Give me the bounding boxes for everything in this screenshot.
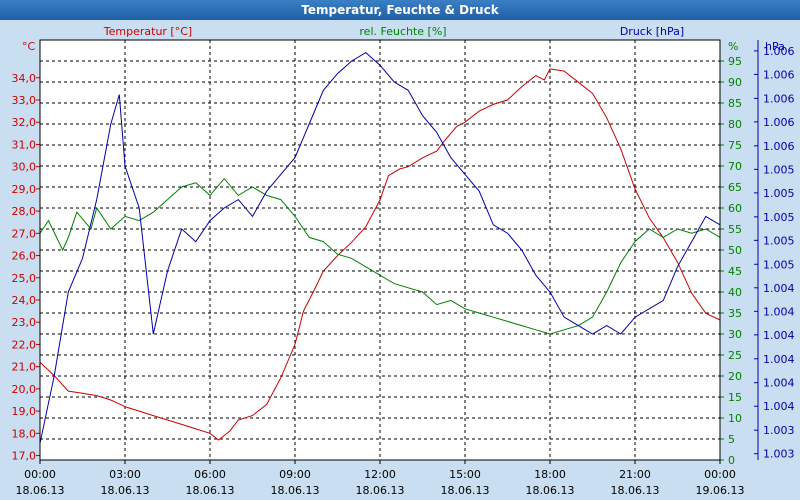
humidity-tick-label: 95 [728,55,742,68]
pressure-tick-label: 1.005 [763,163,795,176]
x-tick-date: 18.06.13 [526,484,575,497]
pressure-tick-label: 1.006 [763,45,795,58]
x-tick-date: 18.06.13 [441,484,490,497]
plot-border [39,39,721,461]
temp-tick-label: 17,0 [12,450,37,463]
humidity-tick-label: 10 [728,412,742,425]
temp-tick-label: 25,0 [12,272,37,285]
pressure-tick-label: 1.006 [763,92,795,105]
x-tick-time: 00:00 [704,468,736,481]
pressure-tick-label: 1.005 [763,211,795,224]
humidity-unit-label: % [728,40,738,53]
pressure-tick-label: 1.004 [763,305,795,318]
temp-tick-label: 23,0 [12,316,37,329]
pressure-tick-label: 1.006 [763,68,795,81]
humidity-axis-title: rel. Feuchte [%] [359,25,446,38]
temp-tick-label: 34,0 [12,72,37,85]
pressure-tick-label: 1.004 [763,377,795,390]
pressure-tick-label: 1.003 [763,448,795,461]
temp-axis-title: Temperatur [°C] [103,25,192,38]
humidity-tick-label: 20 [728,370,742,383]
x-tick-time: 12:00 [364,468,396,481]
humidity-tick-label: 85 [728,97,742,110]
humidity-line [39,177,721,335]
temp-tick-label: 21,0 [12,361,37,374]
pressure-tick-label: 1.004 [763,329,795,342]
humidity-tick-label: 75 [728,139,742,152]
x-tick-time: 09:00 [279,468,311,481]
x-tick-date: 18.06.13 [101,484,150,497]
temp-tick-label: 30,0 [12,161,37,174]
temp-tick-label: 26,0 [12,250,37,263]
x-tick-time: 03:00 [109,468,141,481]
temp-tick-label: 31,0 [12,138,37,151]
temp-tick-label: 19,0 [12,405,37,418]
humidity-tick-labels: 0 5 10 15 20 25 30 35 40 45 50 55 60 65 70 75 80 85 90 95 [720,55,742,467]
humidity-tick-label: 40 [728,286,742,299]
x-tick-time: 06:00 [194,468,226,481]
humidity-tick-label: 25 [728,349,742,362]
pressure-tick-label: 1.004 [763,353,795,366]
temp-tick-label: 33,0 [12,94,37,107]
humidity-tick-label: 70 [728,160,742,173]
pressure-tick-label: 1.006 [763,116,795,129]
pressure-axis: 1.003 1.003 1.004 1.004 1.004 1.004 1.004 1.004… [754,40,795,461]
x-tick-labels: 00:00 18.06.13 03:00 18.06.13 06:00 18.06.13 0… [16,460,745,497]
x-tick-time: 18:00 [534,468,566,481]
temp-unit-label: °C [22,40,36,53]
chart-title: Temperatur, Feuchte & Druck [0,0,800,20]
temp-tick-label: 29,0 [12,183,37,196]
horizontal-gridlines [40,60,720,440]
pressure-line [39,51,721,444]
humidity-tick-label: 30 [728,328,742,341]
x-tick-date: 18.06.13 [186,484,235,497]
temp-tick-labels: 17,0 18,0 19,0 20,0 21,0 22,0 23,0 24,0 25,0 26,0… [12,72,40,463]
pressure-tick-label: 1.005 [763,234,795,247]
pressure-tick-label: 1.006 [763,140,795,153]
x-tick-time: 00:00 [24,468,56,481]
temp-tick-label: 24,0 [12,294,37,307]
x-tick-date: 18.06.13 [611,484,660,497]
pressure-tick-label: 1.005 [763,258,795,271]
humidity-tick-label: 55 [728,223,742,236]
chart-svg: °C % hPa Temperatur [°C] rel. Feuchte [%… [0,20,800,500]
temp-tick-label: 27,0 [12,227,37,240]
temperature-line [39,68,721,441]
pressure-tick-label: 1.005 [763,187,795,200]
humidity-tick-label: 0 [728,454,735,467]
x-tick-date: 19.06.13 [696,484,745,497]
series-lines [39,51,721,444]
pressure-tick-label: 1.003 [763,424,795,437]
x-tick-date: 18.06.13 [16,484,65,497]
temp-tick-label: 18,0 [12,427,37,440]
temp-tick-label: 32,0 [12,116,37,129]
temp-tick-label: 22,0 [12,338,37,351]
x-tick-date: 18.06.13 [271,484,320,497]
humidity-tick-label: 80 [728,118,742,131]
pressure-tick-label: 1.004 [763,282,795,295]
humidity-tick-label: 50 [728,244,742,257]
humidity-tick-label: 15 [728,391,742,404]
humidity-tick-label: 65 [728,181,742,194]
humidity-tick-label: 35 [728,307,742,320]
pressure-unit-label: hPa [765,40,785,53]
humidity-tick-label: 45 [728,265,742,278]
x-tick-date: 18.06.13 [356,484,405,497]
x-tick-time: 21:00 [619,468,651,481]
humidity-tick-label: 5 [728,433,735,446]
pressure-axis-title: Druck [hPa] [620,25,684,38]
x-tick-time: 15:00 [449,468,481,481]
temp-tick-label: 28,0 [12,205,37,218]
humidity-tick-label: 90 [728,76,742,89]
temp-tick-label: 20,0 [12,383,37,396]
pressure-tick-label: 1.004 [763,400,795,413]
humidity-tick-label: 60 [728,202,742,215]
